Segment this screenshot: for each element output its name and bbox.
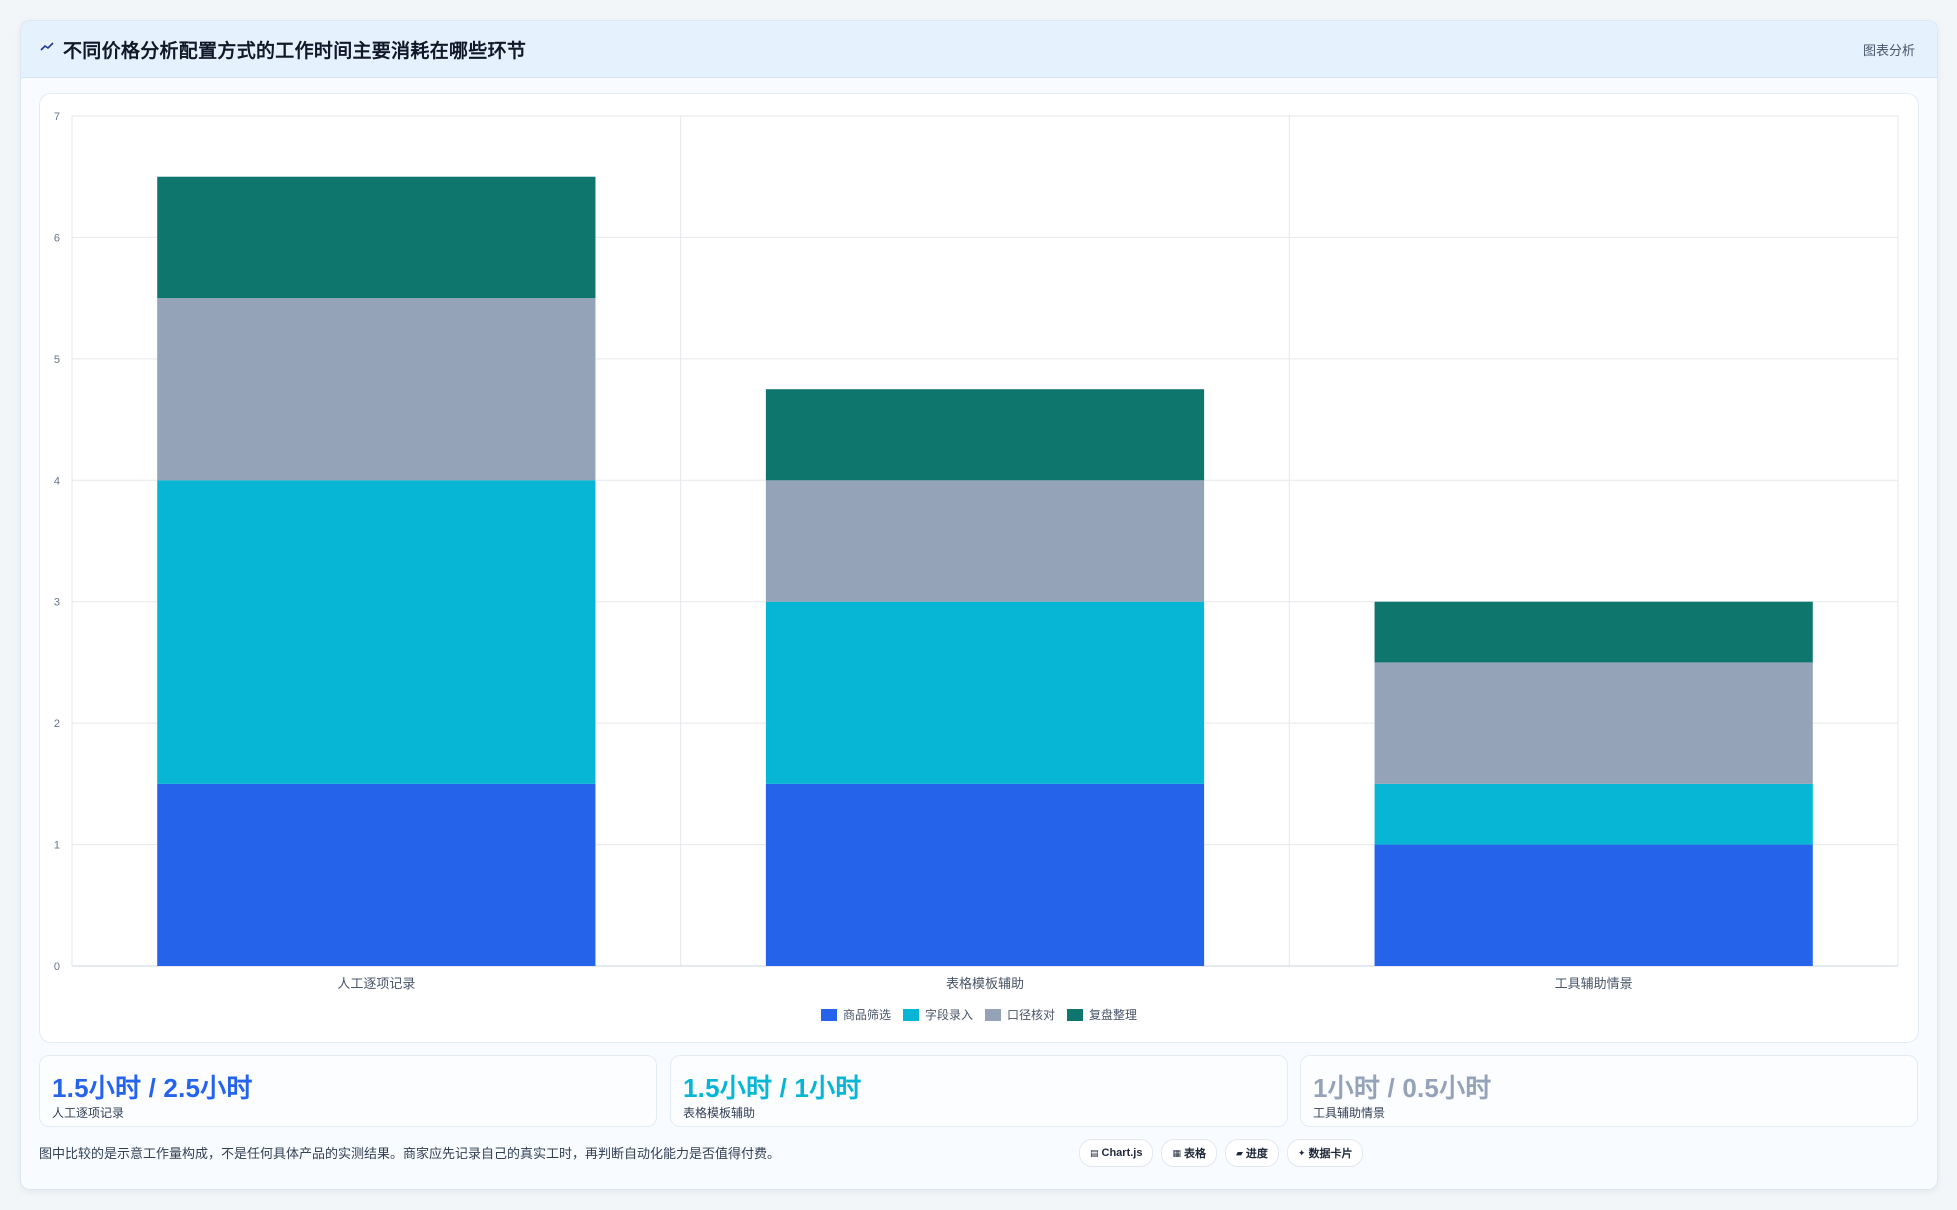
chip-sparkle[interactable]: ✦ 数据卡片 (1286, 1139, 1364, 1167)
x-tick-label: 表格模板辅助 (946, 976, 1024, 991)
bar-segment (765, 480, 1205, 602)
chart-trend-icon (39, 39, 55, 55)
page-title: 不同价格分析配置方式的工作时间主要消耗在哪些环节 (63, 41, 527, 62)
report-card: 不同价格分析配置方式的工作时间主要消耗在哪些环节 图表分析 0 1 2 3 4 5 6 7 人工… (20, 20, 1938, 1190)
y-tick-label: 0 (54, 961, 60, 973)
chip-label: 进度 (1245, 1148, 1268, 1160)
legend-item[interactable]: 商品筛选 (820, 1006, 891, 1023)
bar-segment (765, 601, 1205, 784)
chip-label: 表格 (1184, 1148, 1206, 1160)
legend-item[interactable]: 复盘整理 (1067, 1006, 1137, 1023)
y-tick-label: 1 (54, 840, 60, 852)
table-icon: ▦ (1172, 1147, 1181, 1158)
footnote: 图中比较的是示意工作量构成，不是任何具体产品的实测结果。商家应先记录自己的真实工… (39, 1146, 781, 1161)
stat-value: 1小时 / 0.5小时 (1313, 1073, 1492, 1103)
chip-label: Chart.js (1101, 1147, 1143, 1159)
bar-segment (1374, 844, 1813, 966)
legend-label: 商品筛选 (842, 1008, 891, 1022)
bar-segment (1374, 601, 1813, 663)
chip-label: 数据卡片 (1308, 1148, 1353, 1160)
legend-item[interactable]: 口径核对 (985, 1006, 1055, 1023)
legend-swatch (985, 1008, 1001, 1021)
stat-label: 表格模板辅助 (683, 1106, 756, 1120)
y-tick-label: 6 (54, 232, 60, 244)
stat-card-manual: 1.5小时 / 2.5小时 人工逐项记录 (39, 1055, 657, 1127)
chart-legend: 商品筛选 字段录入 口径核对 复盘整理 (40, 1006, 1918, 1023)
chart-icon: ▤ (1090, 1147, 1099, 1158)
stat-label: 人工逐项记录 (52, 1106, 125, 1120)
chart-analysis-tag: 图表分析 (1862, 43, 1915, 58)
stacked-bar-chart: 0 1 2 3 4 5 6 7 人工逐项记录 表格模板辅助 工具辅助情景 (54, 111, 1899, 991)
legend-label: 口径核对 (1007, 1008, 1056, 1022)
card-header: 不同价格分析配置方式的工作时间主要消耗在哪些环节 图表分析 (21, 21, 1937, 78)
legend-swatch (820, 1008, 837, 1021)
chip-progress[interactable]: ▰ 进度 (1225, 1139, 1279, 1167)
y-tick-label: 2 (54, 718, 60, 730)
chip-table[interactable]: ▦ 表格 (1161, 1139, 1217, 1167)
y-tick-label: 7 (54, 111, 60, 123)
progress-icon: ▰ (1236, 1147, 1243, 1158)
stat-card-tool: 1小时 / 0.5小时 工具辅助情景 (1300, 1055, 1918, 1127)
chart-panel: 0 1 2 3 4 5 6 7 人工逐项记录 表格模板辅助 工具辅助情景 商品筛选 字段录入 口径核对 复… (39, 93, 1919, 1043)
y-tick-label: 3 (54, 597, 60, 609)
bar-segment (765, 389, 1205, 481)
bar-segment (765, 783, 1205, 966)
legend-label: 复盘整理 (1089, 1008, 1138, 1022)
bar-segment (1374, 783, 1813, 845)
stat-value: 1.5小时 / 2.5小时 (52, 1073, 253, 1103)
bar-segment (157, 480, 596, 784)
tech-chips: ▤ Chart.js ▦ 表格 ▰ 进度 ✦ 数据卡片 (1079, 1139, 1364, 1167)
stat-label: 工具辅助情景 (1313, 1106, 1386, 1120)
stat-card-template: 1.5小时 / 1小时 表格模板辅助 (670, 1055, 1288, 1127)
legend-swatch (1067, 1008, 1084, 1021)
x-tick-label: 人工逐项记录 (337, 976, 415, 991)
sparkle-icon: ✦ (1297, 1147, 1306, 1158)
legend-swatch (902, 1008, 919, 1021)
legend-item[interactable]: 字段录入 (902, 1006, 973, 1023)
bar-segment (157, 783, 596, 966)
chip-chart[interactable]: ▤ Chart.js (1079, 1139, 1154, 1167)
y-tick-label: 4 (54, 475, 60, 487)
bar-segment (157, 176, 596, 299)
legend-label: 字段录入 (924, 1008, 973, 1022)
bar-segment (1374, 662, 1813, 784)
bar-segment (157, 298, 596, 481)
y-tick-label: 5 (54, 354, 60, 366)
x-tick-label: 工具辅助情景 (1555, 976, 1633, 991)
stat-value: 1.5小时 / 1小时 (683, 1073, 862, 1103)
